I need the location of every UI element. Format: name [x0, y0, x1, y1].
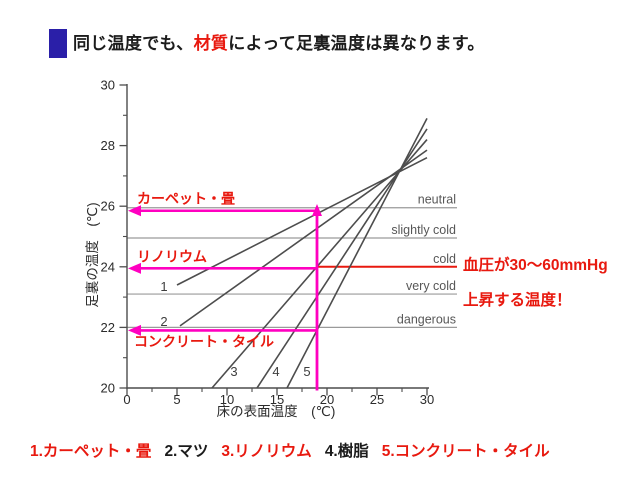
legend-item: 3.リノリウム: [221, 443, 312, 460]
x-tick-label: 15: [270, 392, 284, 407]
magenta-left-arrowhead-icon-3: [128, 324, 141, 336]
comfort-label-neutral: neutral: [418, 193, 456, 207]
y-tick-label: 30: [101, 78, 115, 93]
arrow-material-label-2: リノリウム: [137, 248, 207, 264]
x-tick-label: 25: [370, 392, 384, 407]
title-part2: によって足裏温度は異なります。: [228, 34, 485, 53]
comfort-label-slightly-cold: slightly cold: [391, 223, 456, 237]
title-part1: 同じ温度でも、: [73, 34, 194, 53]
x-tick-label: 0: [123, 392, 130, 407]
slide-title: 同じ温度でも、材質によって足裏温度は異なります。: [49, 29, 485, 58]
material-legend: 1.カーペット・畳 2.マツ 3.リノリウム 4.樹脂 5.コンクリート・タイル: [30, 439, 563, 461]
series-line-2: [179, 149, 428, 327]
series-line-3: [211, 139, 428, 389]
legend-item: 5.コンクリート・タイル: [381, 443, 550, 460]
y-axis-label: 足裏の温度 (℃): [85, 202, 100, 307]
series-num-label-4: 4: [272, 364, 279, 379]
series-line-5: [286, 117, 428, 389]
series-num-label-1: 1: [160, 279, 167, 294]
y-tick-label: 26: [101, 199, 115, 214]
blue-square-bullet-icon: [49, 29, 67, 58]
series-num-label-2: 2: [160, 314, 167, 329]
x-tick-label: 20: [320, 392, 334, 407]
series-num-label-5: 5: [303, 364, 310, 379]
x-axis-label: 床の表面温度 (℃): [217, 404, 336, 419]
comfort-label-cold: cold: [433, 252, 456, 266]
arrow-material-label-1: カーペット・畳: [137, 191, 235, 207]
x-tick-label: 10: [220, 392, 234, 407]
series-num-label-3: 3: [230, 364, 237, 379]
x-tick-label: 30: [420, 392, 434, 407]
blood-pressure-note-line2: 上昇する温度！: [463, 290, 572, 309]
magenta-left-arrowhead-icon-2: [128, 262, 141, 274]
arrow-material-label-3: コンクリート・タイル: [134, 333, 274, 349]
title-highlight: 材質: [193, 34, 229, 53]
y-tick-label: 28: [101, 138, 115, 153]
legend-item: 2.マツ: [164, 443, 209, 460]
legend-item: 4.樹脂: [324, 443, 369, 460]
blood-pressure-note-line1: 血圧が30〜60mmHg: [463, 255, 608, 274]
y-tick-label: 20: [101, 381, 115, 396]
x-tick-label: 5: [173, 392, 180, 407]
magenta-left-arrowhead-icon-1: [128, 205, 141, 217]
comfort-label-dangerous: dangerous: [397, 312, 456, 326]
slide-title-text: 同じ温度でも、材質によって足裏温度は異なります。: [73, 29, 485, 58]
comfort-label-very-cold: very cold: [406, 279, 456, 293]
legend-item: 1.カーペット・畳: [30, 443, 152, 460]
y-tick-label: 22: [101, 320, 115, 335]
y-tick-label: 24: [101, 259, 115, 274]
